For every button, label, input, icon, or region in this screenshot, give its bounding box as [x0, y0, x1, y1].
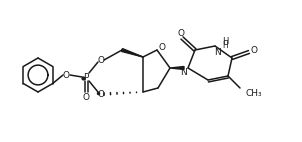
Text: H: H [222, 36, 228, 45]
Text: O: O [178, 29, 185, 37]
Text: O: O [63, 70, 69, 80]
Text: O: O [98, 56, 104, 64]
Polygon shape [121, 49, 143, 57]
Text: O: O [98, 89, 104, 99]
Text: O: O [82, 93, 89, 103]
Text: P: P [83, 73, 89, 82]
Polygon shape [170, 66, 184, 69]
Text: N: N [180, 67, 186, 77]
Text: N: N [214, 48, 220, 57]
Text: CH₃: CH₃ [245, 88, 262, 98]
Text: O: O [159, 42, 165, 52]
Text: H: H [222, 40, 228, 50]
Text: O: O [250, 45, 258, 55]
